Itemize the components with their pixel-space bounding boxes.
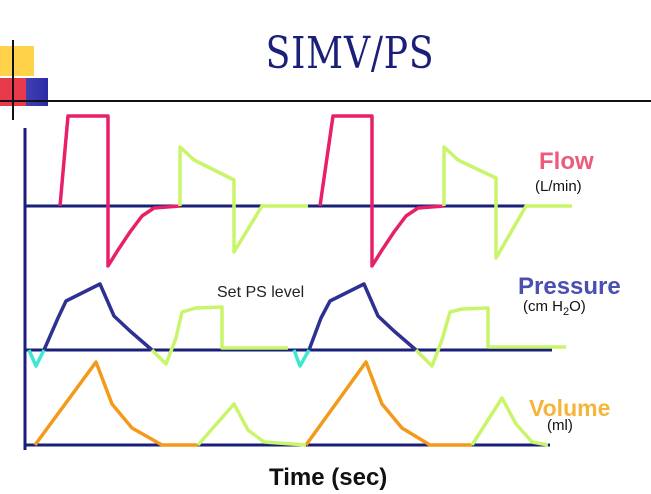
- page-title: SIMV/PS: [265, 28, 435, 79]
- flow-mandatory-breath-2: [318, 114, 445, 268]
- volume-spontaneous-breath-1: [196, 402, 307, 447]
- pressure-trigger-1: [27, 349, 46, 368]
- pressure-label: Pressure: [518, 273, 621, 300]
- volume-mandatory-breath-1: [33, 360, 198, 447]
- volume-label: Volume: [529, 395, 611, 421]
- pressure-mandatory-breath-2: [307, 282, 418, 352]
- pressure-spontaneous-breath-1: [150, 305, 288, 366]
- flow-label: Flow: [539, 148, 594, 175]
- volume-mandatory-breath-2: [304, 360, 472, 447]
- pressure-mandatory-breath-1: [42, 282, 154, 352]
- pressure-trigger-2: [292, 349, 311, 368]
- volume-unit-label: (ml): [547, 417, 573, 434]
- decor-vertical-line: [12, 40, 14, 120]
- pressure-spontaneous-breath-2: [414, 306, 566, 368]
- decor-yellow-block: [0, 46, 34, 76]
- flow-mandatory-breath-1: [58, 114, 181, 268]
- set-ps-level-annotation: Set PS level: [217, 284, 305, 301]
- flow-spontaneous-breath-2: [442, 145, 572, 260]
- time-axis-label: Time (sec): [269, 464, 388, 491]
- flow-unit-label: (L/min): [535, 178, 582, 195]
- volume-spontaneous-breath-2: [470, 396, 549, 447]
- pressure-unit-label: (cm H2O): [523, 298, 586, 318]
- decor-horizontal-line: [0, 100, 651, 102]
- flow-spontaneous-breath-1: [178, 145, 308, 254]
